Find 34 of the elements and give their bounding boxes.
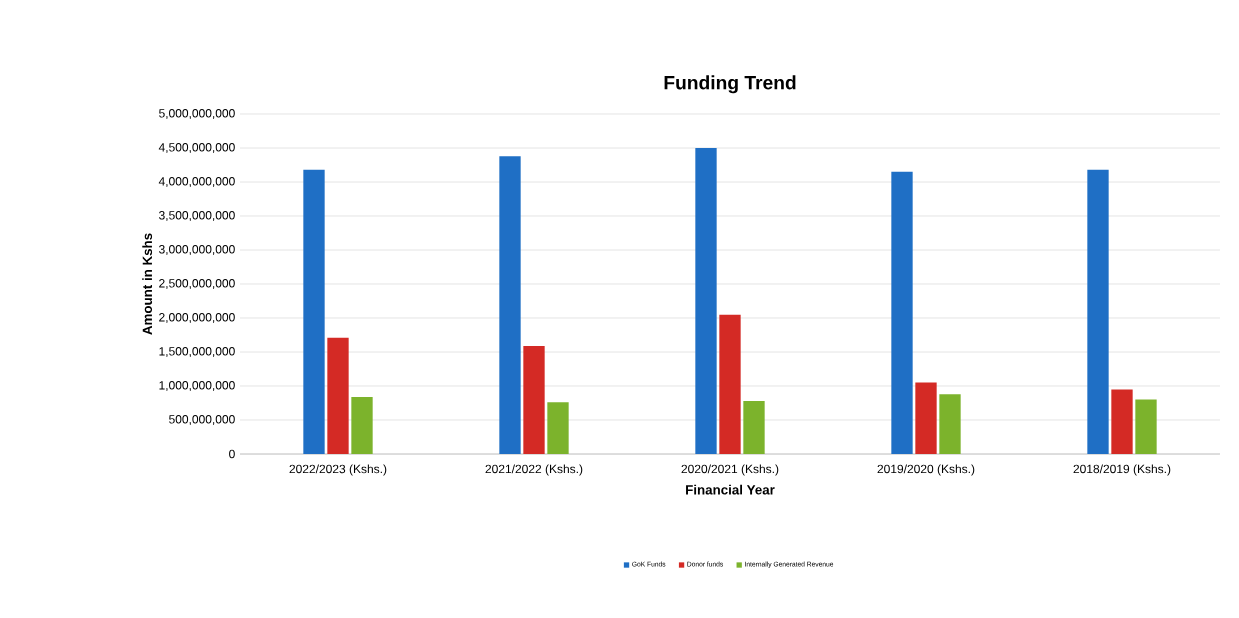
y-tick-label: 1,000,000,000 (159, 381, 235, 391)
bar (499, 156, 521, 454)
x-tick-label: 2021/2022 (Kshs.) (485, 464, 583, 476)
y-tick-label: 500,000,000 (169, 415, 235, 425)
bar (939, 394, 961, 454)
x-axis-title: Financial Year (686, 484, 775, 495)
y-tick-label: 4,500,000,000 (158, 143, 235, 153)
y-tick-label: 3,500,000,000 (159, 211, 235, 221)
y-tick-label: 2,500,000,000 (159, 279, 235, 289)
y-tick-label: 3,000,000,000 (159, 245, 235, 255)
y-tick-label: 1,500,000,000 (159, 347, 235, 357)
bar (523, 345, 545, 454)
y-tick-label: 4,000,000,000 (158, 177, 235, 187)
bar (547, 402, 569, 454)
bar (695, 148, 717, 454)
x-tick-label: 2018/2019 (Kshs.) (1073, 464, 1171, 476)
bar (1087, 169, 1109, 454)
y-tick-label: 2,000,000,000 (159, 313, 235, 323)
x-tick-label: 2020/2021 (Kshs.) (681, 464, 779, 476)
bar (351, 396, 373, 454)
y-axis-title: Amount in Kshs (142, 233, 153, 335)
bar (915, 382, 937, 454)
bar (891, 171, 913, 454)
bar (327, 337, 349, 454)
bar (1135, 399, 1157, 454)
bar (719, 314, 741, 454)
bar (1111, 389, 1133, 454)
bar (303, 169, 325, 454)
x-tick-label: 2019/2020 (Kshs.) (877, 464, 975, 476)
y-tick-label: 0 (229, 449, 235, 459)
x-tick-label: 2022/2023 (Kshs.) (289, 464, 387, 476)
bar (743, 400, 765, 454)
chart-title: Funding Trend (664, 75, 796, 94)
y-tick-label: 5,000,000,000 (159, 109, 235, 119)
